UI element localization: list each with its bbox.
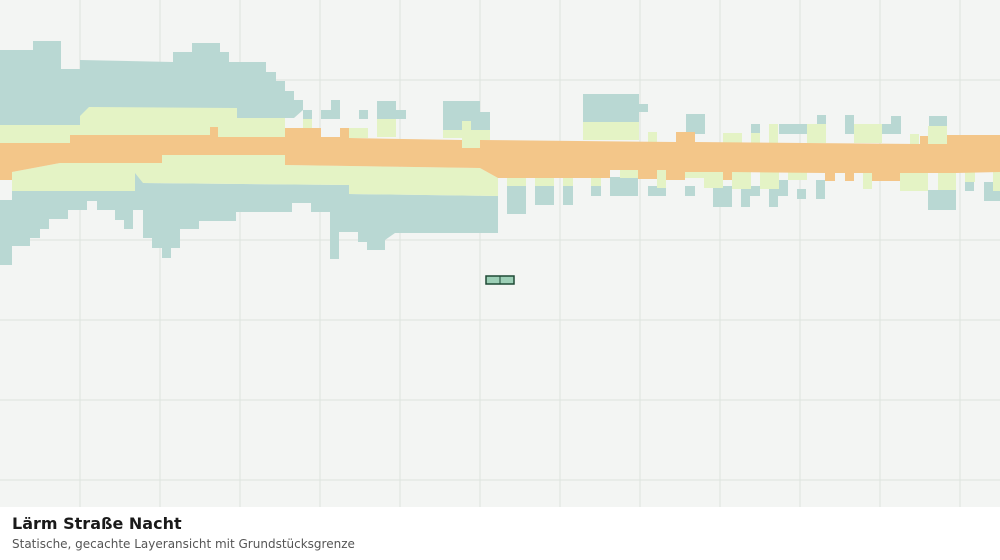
map-view — [0, 0, 1000, 507]
noise-zone-low — [0, 41, 1000, 265]
layer-title: Lärm Straße Nacht — [12, 514, 182, 533]
layer-subtitle: Statische, gecachte Layeransicht mit Gru… — [12, 537, 355, 551]
noise-zone-high — [0, 127, 1000, 181]
info-panel: Lärm Straße Nacht Statische, gecachte La… — [0, 507, 1000, 560]
noise-zone-medium — [0, 107, 1000, 196]
